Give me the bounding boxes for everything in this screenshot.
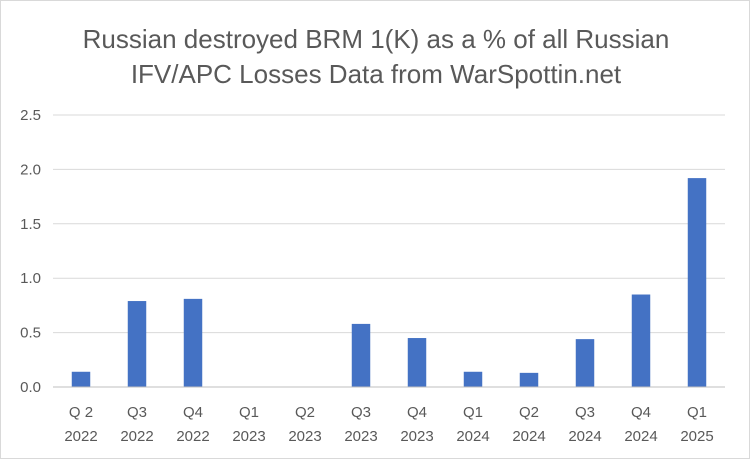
y-tick-label: 1.5 [20, 216, 41, 233]
x-tick-label-quarter: Q1 [463, 404, 483, 421]
x-tick-label-year: 2023 [288, 428, 321, 445]
y-tick-label: 0.0 [20, 379, 41, 396]
x-tick-label-quarter: Q3 [351, 404, 371, 421]
x-tick-label-quarter: Q 2 [69, 404, 93, 421]
x-tick-label-year: 2025 [680, 428, 713, 445]
x-tick-label-year: 2022 [120, 428, 153, 445]
x-tick-label-quarter: Q4 [407, 404, 427, 421]
x-tick-label-year: 2024 [512, 428, 545, 445]
x-tick-label-quarter: Q2 [295, 404, 315, 421]
x-tick-label-quarter: Q3 [575, 404, 595, 421]
x-tick-label-year: 2024 [456, 428, 489, 445]
bar [687, 178, 707, 387]
bar [127, 301, 147, 387]
x-tick-label-year: 2022 [176, 428, 209, 445]
bar [407, 338, 427, 387]
x-tick-label-quarter: Q1 [239, 404, 259, 421]
x-tick-label-quarter: Q4 [631, 404, 651, 421]
x-axis-ticks: Q 2 2022 Q3 2022 Q4 2022 Q1 2023 Q2 2023 Q3 2023 Q4 2… [64, 404, 713, 445]
bar [631, 294, 651, 387]
x-tick-label-quarter: Q3 [127, 404, 147, 421]
x-tick-label-quarter: Q4 [183, 404, 203, 421]
x-tick-label-year: 2024 [624, 428, 657, 445]
bar [183, 298, 203, 387]
y-tick-label: 2.5 [20, 107, 41, 124]
x-tick-label-year: 2023 [232, 428, 265, 445]
chart-title-line-2: IFV/APC Losses Data from WarSpottin.net [131, 59, 622, 89]
y-axis-ticks: 0.0 0.5 1.0 1.5 2.0 2.5 [20, 107, 41, 396]
bars [71, 178, 707, 387]
x-tick-label-quarter: Q2 [519, 404, 539, 421]
x-tick-label-year: 2023 [344, 428, 377, 445]
bar [519, 372, 539, 387]
chart-title-line-1: Russian destroyed BRM 1(K) as a % of all… [83, 24, 670, 54]
bar [71, 371, 91, 387]
x-tick-label-quarter: Q1 [687, 404, 707, 421]
bar [463, 371, 483, 387]
y-tick-label: 1.0 [20, 270, 41, 287]
x-tick-label-year: 2022 [64, 428, 97, 445]
y-tick-label: 0.5 [20, 325, 41, 342]
x-tick-label-year: 2023 [400, 428, 433, 445]
bar [575, 339, 595, 387]
x-tick-label-year: 2024 [568, 428, 601, 445]
gridlines [53, 114, 725, 334]
bar [351, 323, 371, 387]
y-tick-label: 2.0 [20, 161, 41, 178]
